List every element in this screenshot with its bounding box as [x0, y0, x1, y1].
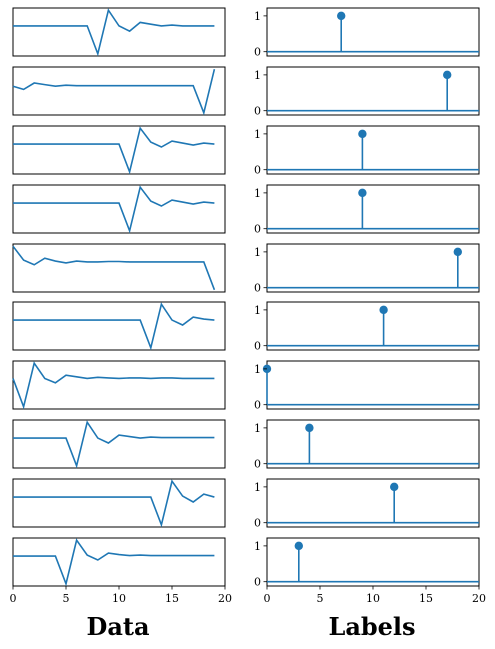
labels-y-tick-label: 1: [254, 246, 261, 259]
labels-panel-frame: [266, 125, 480, 175]
data-panel: [12, 243, 226, 293]
data-panel: [12, 360, 226, 410]
label-marker: [358, 129, 367, 139]
label-marker: [305, 423, 314, 433]
data-column: [12, 7, 226, 587]
x-tick-label: 5: [317, 592, 324, 605]
labels-panel-frame: [266, 419, 480, 469]
labels-panel-frame: [266, 243, 480, 293]
labels-y-tick-label: 0: [254, 576, 261, 589]
x-tick-label: 10: [112, 592, 126, 605]
labels-y-tick-label: 0: [254, 340, 261, 353]
labels-panel: 01: [254, 419, 480, 471]
labels-panel-frame: [266, 66, 480, 116]
data-panel-frame: [12, 301, 226, 351]
label-marker: [453, 247, 462, 257]
x-tick-label: 15: [419, 592, 433, 605]
data-xlabel: Data: [87, 612, 150, 641]
data-panel: [12, 537, 226, 587]
labels-y-tick-label: 0: [254, 164, 261, 177]
data-series-line: [13, 8, 215, 57]
labels-y-tick-label: 0: [254, 46, 261, 59]
labels-y-tick-label: 1: [254, 128, 261, 141]
labels-y-tick-label: 1: [254, 10, 261, 23]
labels-panel-frame: [266, 360, 480, 410]
data-series-line: [13, 479, 215, 528]
data-panel-frame: [12, 419, 226, 469]
labels-panel-frame: [266, 478, 480, 528]
labels-panel: 01: [254, 537, 480, 589]
labels-y-tick-label: 1: [254, 69, 261, 82]
x-tick-label: 0: [10, 592, 17, 605]
labels-y-tick-label: 0: [254, 282, 261, 295]
data-panel: [12, 419, 226, 469]
labels-y-tick-label: 0: [254, 105, 261, 118]
label-marker: [443, 70, 452, 80]
data-series-line: [13, 302, 215, 351]
labels-panel: 01: [254, 360, 480, 412]
data-panel-frame: [12, 243, 226, 293]
labels-panel: 01: [254, 243, 480, 295]
x-tick-label: 10: [366, 592, 380, 605]
labels-y-tick-label: 1: [254, 422, 261, 435]
labels-panel-frame: [266, 7, 480, 57]
data-panel: [12, 301, 226, 351]
data-series-line: [12, 245, 216, 291]
labels-panel: 01: [254, 478, 480, 530]
x-tick-label: 0: [264, 592, 271, 605]
labels-panel: 01: [254, 7, 480, 59]
x-tick-label: 20: [472, 592, 486, 605]
data-series-line: [13, 420, 215, 469]
data-panel: [12, 66, 226, 116]
x-tick-label: 15: [165, 592, 179, 605]
data-series-line: [13, 126, 215, 175]
labels-panel: 01: [254, 184, 480, 236]
data-panel-frame: [12, 478, 226, 528]
labels-y-tick-label: 1: [254, 304, 261, 317]
labels-y-tick-label: 0: [254, 458, 261, 471]
labels-panel: 01: [254, 66, 480, 118]
data-panel: [12, 478, 226, 528]
data-panel-frame: [12, 66, 226, 116]
x-tick-label: 20: [218, 592, 232, 605]
labels-y-tick-label: 0: [254, 223, 261, 236]
data-panel: [12, 7, 226, 57]
data-series-line: [12, 68, 216, 116]
data-panel-frame: [12, 537, 226, 587]
data-series-line: [13, 185, 215, 234]
labels-y-tick-label: 1: [254, 363, 261, 376]
data-series-line: [13, 538, 215, 587]
data-panel-frame: [12, 360, 226, 410]
labels-xlabel: Labels: [328, 612, 415, 641]
labels-y-tick-label: 0: [254, 517, 261, 530]
label-marker: [358, 188, 367, 198]
data-panel-frame: [12, 125, 226, 175]
label-marker: [337, 11, 346, 21]
data-panel-frame: [12, 7, 226, 57]
data-panel-frame: [12, 184, 226, 234]
labels-panel-frame: [266, 301, 480, 351]
labels-y-tick-label: 1: [254, 481, 261, 494]
data-panel: [12, 184, 226, 234]
labels-y-tick-label: 0: [254, 399, 261, 412]
label-marker: [294, 541, 303, 551]
labels-x-axis: 0 5 10 15 20: [264, 586, 486, 605]
labels-panel: 01: [254, 125, 480, 177]
labels-y-tick-label: 1: [254, 187, 261, 200]
data-panel: [12, 125, 226, 175]
labels-panel-frame: [266, 184, 480, 234]
label-marker: [379, 305, 388, 315]
data-x-axis: 0 5 10 15 20: [10, 586, 232, 605]
labels-panel: 01: [254, 301, 480, 353]
label-marker: [390, 482, 399, 492]
labels-y-tick-label: 1: [254, 540, 261, 553]
data-series-line: [12, 361, 215, 410]
x-tick-label: 5: [63, 592, 70, 605]
